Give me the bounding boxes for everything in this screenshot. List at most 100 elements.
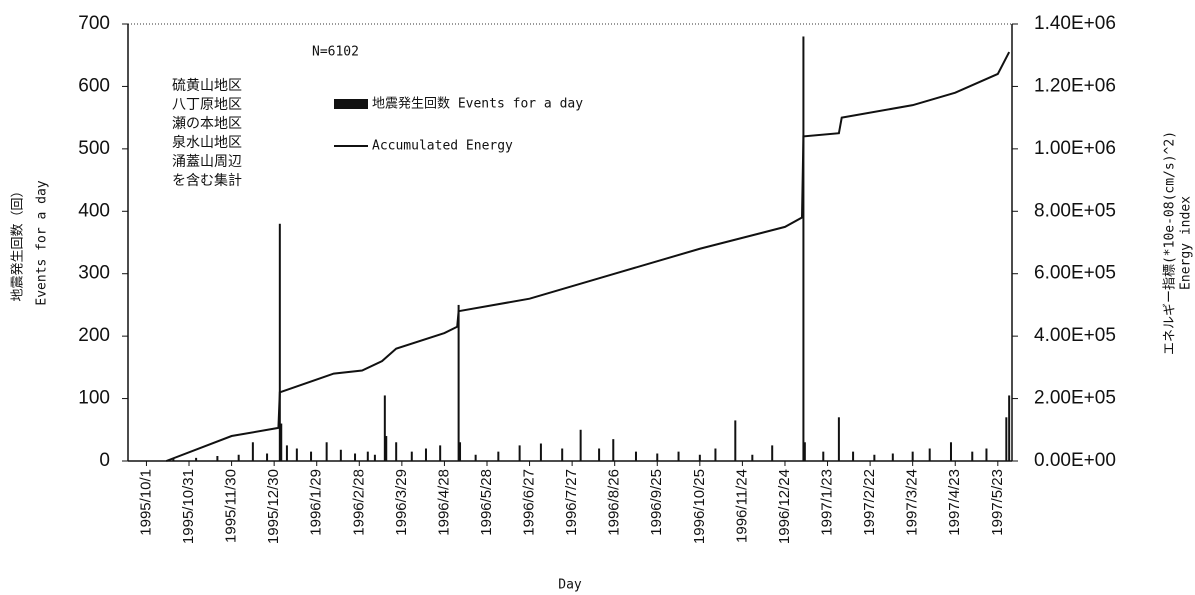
legend-label: 地震発生回数 Events for a day [372, 97, 583, 112]
y2-tick-label: 6.00E+05 [1034, 263, 1116, 284]
x-tick-label: 1996/11/24 [733, 469, 750, 543]
legend-label: Accumulated Energy [372, 139, 513, 154]
bar [751, 454, 754, 461]
bar [579, 429, 582, 461]
x-tick-label: 1996/12/24 [776, 469, 793, 544]
x-tick-label: 1995/10/1 [137, 469, 154, 536]
bar [714, 448, 717, 461]
x-tick-label: 1996/5/28 [478, 469, 495, 536]
y-tick-label: 500 [78, 138, 110, 159]
annotation: 涌蓋山周辺 [172, 154, 242, 170]
bar [459, 442, 462, 461]
bar [395, 442, 398, 461]
bar [237, 454, 240, 461]
bar [172, 459, 175, 461]
annotation: N=6102 [312, 45, 359, 60]
x-tick-label: 1997/1/23 [819, 469, 836, 536]
y2-tick-label: 8.00E+05 [1034, 200, 1116, 221]
bar [497, 451, 500, 461]
x-tick-label: 1996/6/27 [521, 469, 538, 536]
bar [539, 443, 542, 461]
bar [383, 395, 386, 461]
annotation: 瀬の本地区 [172, 116, 242, 132]
x-tick-label: 1995/11/30 [223, 469, 240, 543]
y2-tick-label: 1.00E+06 [1034, 138, 1116, 159]
x-tick-label: 1997/3/24 [904, 469, 921, 536]
annotation: 硫黄山地区 [172, 77, 242, 94]
x-tick-label: 1996/9/25 [648, 469, 665, 536]
plot-frame [127, 23, 1013, 462]
bar [698, 454, 701, 461]
bar [656, 453, 659, 461]
bar [634, 451, 637, 461]
line [165, 51, 1011, 462]
legend-swatch [334, 99, 368, 109]
x-tick-label: 1995/12/30 [265, 469, 282, 544]
y2-axis-label: Energy index [1179, 196, 1194, 290]
bar [251, 442, 254, 461]
bar [285, 445, 288, 461]
y-tick-label: 300 [78, 263, 110, 284]
bar [424, 448, 427, 461]
y-axis-label: 地震発生回数（回） [11, 184, 26, 301]
y2-axis-label: エネルギー指標(*10e-08(cm/s)^2) [1163, 131, 1178, 355]
bar [677, 451, 680, 461]
y-tick-label: 600 [78, 75, 110, 96]
y-tick-label: 0 [99, 450, 110, 471]
bar [339, 449, 342, 461]
y-axis-label: Events for a day [35, 180, 50, 305]
bar [385, 436, 388, 461]
bar [518, 445, 521, 461]
y2-tick-label: 0.00E+00 [1034, 450, 1116, 471]
bar [195, 457, 198, 461]
x-tick-label: 1997/4/23 [946, 469, 963, 536]
bar [949, 442, 952, 461]
bar [928, 448, 931, 461]
bar [278, 223, 281, 461]
x-tick-label: 1995/10/31 [180, 469, 197, 544]
bar [873, 454, 876, 461]
x-tick-label: 1996/3/29 [393, 469, 410, 536]
x-tick-label: 1996/10/25 [691, 469, 708, 544]
y2-tick-label: 2.00E+05 [1034, 388, 1116, 409]
bar [612, 439, 615, 461]
bar [280, 423, 283, 461]
x-tick-label: 1997/5/23 [989, 469, 1006, 536]
x-tick-label: 1997/2/22 [861, 469, 878, 536]
y-tick-label: 400 [78, 200, 110, 221]
bar [439, 445, 442, 461]
bar [457, 304, 460, 461]
bar [1008, 395, 1011, 461]
bar [216, 456, 219, 461]
bar [1005, 417, 1008, 461]
bar [803, 442, 806, 461]
annotation: 泉水山地区 [172, 134, 242, 151]
x-axis-label: Day [558, 578, 582, 593]
y2-tick-label: 1.20E+06 [1034, 75, 1116, 96]
bar [373, 454, 376, 461]
y-tick-label: 200 [78, 325, 110, 346]
x-tick-label: 1996/4/28 [435, 469, 452, 536]
x-tick-label: 1996/7/27 [563, 469, 580, 536]
bar [822, 451, 825, 461]
annotation: を含む集計 [172, 172, 242, 189]
bar [474, 454, 477, 461]
bar [325, 442, 328, 461]
y-tick-label: 700 [78, 13, 110, 34]
bar [802, 36, 805, 461]
y-tick-label: 100 [78, 388, 110, 409]
bar [310, 451, 313, 461]
y2-tick-label: 4.00E+05 [1034, 325, 1116, 346]
bar [295, 448, 298, 461]
x-tick-label: 1996/1/29 [308, 469, 325, 536]
bar [985, 448, 988, 461]
bar [366, 451, 369, 461]
x-tick-label: 1996/8/26 [606, 469, 623, 536]
bar [911, 451, 914, 461]
bar [837, 417, 840, 461]
bar [354, 453, 357, 461]
bar [598, 448, 601, 461]
bar [266, 453, 269, 461]
bar [410, 451, 413, 461]
